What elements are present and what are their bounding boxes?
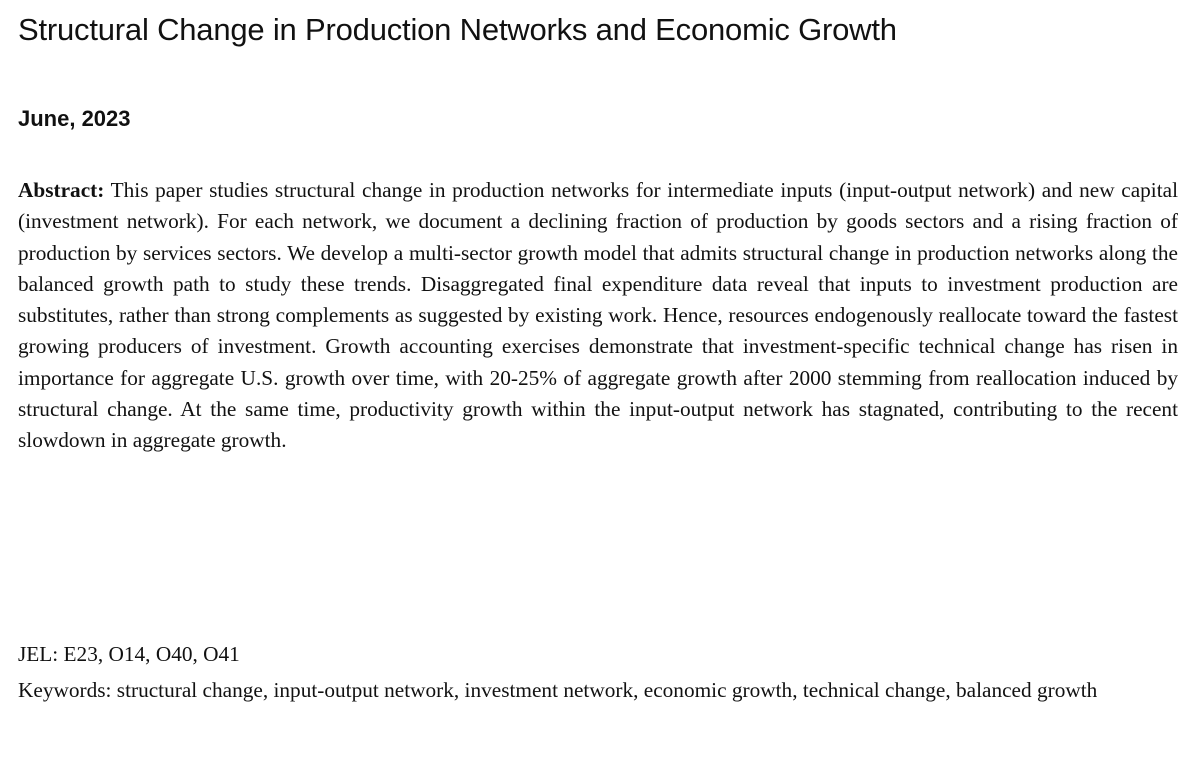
paper-date: June, 2023 xyxy=(18,106,131,131)
jel-codes: JEL: E23, O14, O40, O41 xyxy=(18,642,240,666)
abstract-paragraph: Abstract: This paper studies structural … xyxy=(18,175,1178,457)
keywords: Keywords: structural change, input-outpu… xyxy=(18,678,1098,702)
paper-title: Structural Change in Production Networks… xyxy=(18,12,897,47)
abstract-text: This paper studies structural change in … xyxy=(18,178,1178,453)
abstract-label: Abstract: xyxy=(18,178,105,202)
